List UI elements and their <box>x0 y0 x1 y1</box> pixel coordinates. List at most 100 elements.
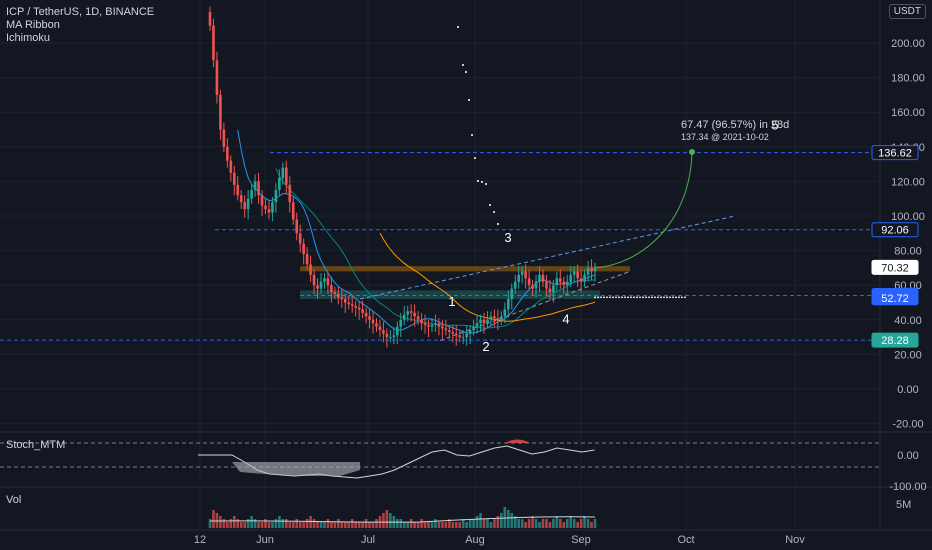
volume-bar <box>274 519 278 528</box>
candle-body <box>298 233 302 244</box>
currency-button[interactable]: USDT <box>888 4 926 19</box>
ichimoku-dot <box>630 296 632 299</box>
candle-body <box>340 297 344 300</box>
volume-bar <box>416 522 420 528</box>
candle-body <box>479 319 482 324</box>
volume-bar <box>534 519 538 528</box>
ichimoku-dot <box>606 296 608 299</box>
candle-body <box>330 285 333 293</box>
candle-body <box>236 184 240 196</box>
candle-body <box>309 264 312 275</box>
ichimoku-dot <box>597 296 599 299</box>
volume-bar <box>576 522 579 528</box>
wave-label: 4 <box>562 311 569 326</box>
candle-body <box>534 281 538 289</box>
ichimoku-dot <box>684 296 686 299</box>
candle-body <box>517 274 520 282</box>
ma-line <box>379 232 596 322</box>
projection-target <box>689 148 695 155</box>
volume-bar <box>486 519 489 528</box>
stoch-fill <box>232 462 360 476</box>
candle-body <box>465 333 468 338</box>
candle-body <box>343 299 347 303</box>
candle-body <box>392 335 396 338</box>
candle-body <box>434 323 437 325</box>
indicator-ma-ribbon[interactable]: MA Ribbon <box>6 19 60 31</box>
volume-bar <box>364 519 368 528</box>
volume-bar <box>541 519 545 528</box>
stoch-pane <box>0 439 880 479</box>
vol-tick-label: 5M <box>896 499 911 511</box>
symbol-title[interactable]: ICP / TetherUS, 1D, BINANCE <box>6 6 155 18</box>
candle-body <box>572 271 576 275</box>
candle-body <box>454 333 458 336</box>
volume-bar <box>409 519 413 528</box>
trend-line <box>359 215 736 300</box>
horizontal-levels <box>0 148 880 342</box>
time-tick-label: 12 <box>194 534 206 546</box>
volume-bar <box>430 522 434 528</box>
volume-bar <box>572 519 576 528</box>
volume-bar <box>312 519 316 528</box>
candle-body <box>239 195 243 203</box>
candle-body <box>305 254 309 265</box>
indicator-ichimoku[interactable]: Ichimoku <box>6 32 51 44</box>
vol-pane-label[interactable]: Vol <box>6 494 22 506</box>
candle-body <box>382 330 385 334</box>
candle-body <box>531 285 534 289</box>
wave-label: 3 <box>504 230 511 245</box>
candle-body <box>333 292 337 294</box>
candle-body <box>482 319 486 324</box>
price-tick-label: 20.00 <box>894 349 922 361</box>
volume-bar <box>441 522 444 528</box>
candle-body <box>493 316 496 319</box>
stoch-pane-label[interactable]: Stoch_MTM <box>6 439 66 451</box>
candle-body <box>461 337 465 339</box>
candle-body <box>548 288 552 293</box>
time-axis[interactable]: 12 Jun Jul Aug Sep Oct Nov <box>194 534 805 546</box>
candle-body <box>423 323 427 325</box>
ichimoku-dot <box>609 296 611 299</box>
candle-body <box>350 304 354 306</box>
volume-bar <box>219 516 222 528</box>
candles <box>208 6 597 348</box>
volume-bar <box>506 510 510 528</box>
price-tick-label: 0.00 <box>897 384 918 396</box>
ichimoku-dot <box>615 296 617 299</box>
volume-bar <box>496 516 500 528</box>
ichimoku-dot <box>493 211 495 213</box>
volume-bar <box>264 519 267 528</box>
ichimoku-dot <box>660 296 662 299</box>
candle-body <box>593 267 597 272</box>
volume-bar <box>354 522 357 528</box>
volume-bar <box>517 519 520 528</box>
volume-bar <box>489 522 493 528</box>
candle-body <box>246 198 250 210</box>
ichimoku-dot <box>471 134 473 136</box>
ichimoku-dot <box>654 296 656 299</box>
volume-bar <box>305 519 309 528</box>
volume-bar <box>479 513 482 528</box>
volume-bar <box>513 516 517 528</box>
volume-bar <box>413 522 416 528</box>
price-tick-label: 160.00 <box>891 107 925 119</box>
price-tag <box>871 259 919 275</box>
candle-body <box>510 288 514 300</box>
volume-bar <box>590 522 593 528</box>
volume-bar <box>281 519 285 528</box>
candle-body <box>590 267 593 272</box>
candle-body <box>413 312 416 317</box>
price-tick-label: -20.00 <box>892 419 923 431</box>
candle-body <box>486 319 489 324</box>
candle-body <box>243 202 246 210</box>
price-tag <box>871 332 919 348</box>
candle-body <box>212 25 215 61</box>
ichimoku-dot <box>485 183 487 185</box>
chart-grid <box>0 0 932 531</box>
candle-body <box>406 311 410 315</box>
volume-bar <box>271 522 274 528</box>
volume-bar <box>454 522 458 528</box>
